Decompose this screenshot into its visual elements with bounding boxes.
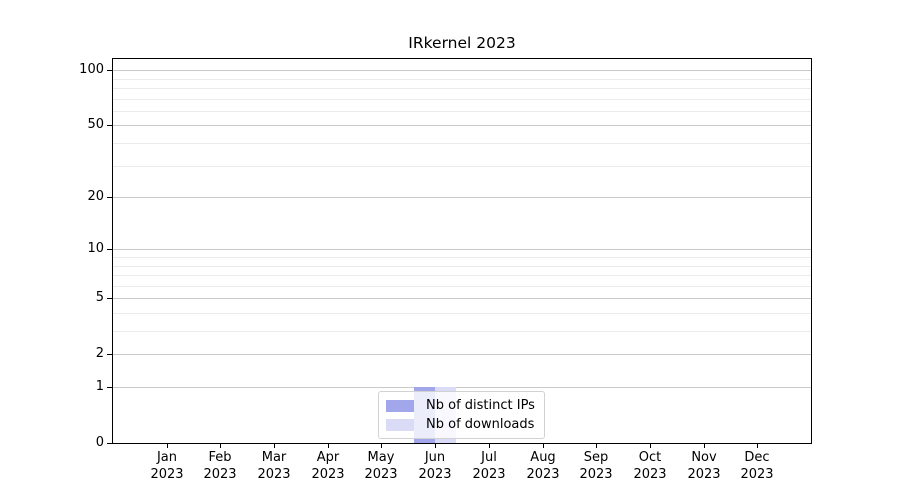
gridline-minor (113, 111, 811, 112)
x-tick-month: Oct (638, 450, 662, 465)
x-tick-month: May (367, 450, 395, 465)
x-axis-tick-mark (328, 444, 329, 448)
x-tick-month: Jun (424, 450, 446, 465)
x-tick-year: 2023 (526, 467, 560, 482)
y-axis-tick-label: 100 (79, 62, 104, 77)
legend: Nb of distinct IPs Nb of downloads (378, 391, 545, 439)
gridline-minor (113, 266, 811, 267)
x-axis-tick-mark (757, 444, 758, 448)
gridline-minor (113, 99, 811, 100)
y-axis-tick-mark (107, 443, 112, 444)
x-tick-year: 2023 (311, 467, 345, 482)
x-axis-tick-label: Mar 2023 (243, 449, 305, 483)
x-tick-month: Dec (744, 450, 770, 465)
legend-item-downloads: Nb of downloads (386, 415, 535, 434)
x-axis-tick-label: Nov 2023 (673, 449, 735, 483)
x-tick-month: Apr (316, 450, 340, 465)
x-axis-tick-label: Apr 2023 (297, 449, 359, 483)
x-axis-tick-label: Jul 2023 (458, 449, 520, 483)
y-axis-tick-label: 0 (95, 435, 104, 450)
gridline-major (113, 354, 811, 355)
x-tick-year: 2023 (579, 467, 613, 482)
x-axis-tick-label: Jun 2023 (404, 449, 466, 483)
y-axis-tick-mark (107, 70, 112, 71)
x-axis-tick-label: Oct 2023 (619, 449, 681, 483)
legend-item-distinct-ips: Nb of distinct IPs (386, 396, 535, 415)
y-axis-tick-mark (107, 197, 112, 198)
x-axis-tick-label: Jan 2023 (136, 449, 198, 483)
legend-swatch-downloads (386, 418, 414, 431)
x-tick-year: 2023 (364, 467, 398, 482)
x-tick-year: 2023 (203, 467, 237, 482)
y-axis-tick-mark (107, 387, 112, 388)
gridline-major (113, 298, 811, 299)
gridline-major (113, 387, 811, 388)
y-axis-tick-mark (107, 354, 112, 355)
y-axis-tick-mark (107, 125, 112, 126)
gridline-minor (113, 257, 811, 258)
x-axis-tick-label: May 2023 (350, 449, 412, 483)
gridline-major (113, 197, 811, 198)
x-tick-year: 2023 (740, 467, 774, 482)
x-axis-tick-mark (167, 444, 168, 448)
x-axis-tick-label: Aug 2023 (512, 449, 574, 483)
y-axis-tick-label: 1 (95, 379, 104, 394)
x-axis-tick-mark (381, 444, 382, 448)
x-axis-tick-mark (650, 444, 651, 448)
x-tick-year: 2023 (150, 467, 184, 482)
x-axis-tick-mark (220, 444, 221, 448)
legend-label-distinct-ips: Nb of distinct IPs (426, 398, 535, 413)
y-axis-tick-mark (107, 249, 112, 250)
x-tick-month: Aug (530, 450, 556, 465)
x-axis-tick-mark (274, 444, 275, 448)
y-axis-tick-label: 2 (95, 346, 104, 361)
y-axis-tick-label: 10 (87, 241, 104, 256)
gridline-minor (113, 143, 811, 144)
x-axis-tick-mark (704, 444, 705, 448)
x-axis-tick-mark (489, 444, 490, 448)
gridline-minor (113, 88, 811, 89)
x-axis-tick-mark (596, 444, 597, 448)
gridline-minor (113, 286, 811, 287)
x-tick-year: 2023 (418, 467, 452, 482)
legend-swatch-distinct-ips (386, 399, 414, 412)
x-tick-month: Jul (481, 450, 497, 465)
x-tick-month: Jan (156, 450, 178, 465)
x-tick-year: 2023 (472, 467, 506, 482)
legend-label-downloads: Nb of downloads (426, 417, 535, 432)
gridline-major (113, 70, 811, 71)
gridline-minor (113, 313, 811, 314)
x-axis-tick-mark (543, 444, 544, 448)
x-axis-tick-label: Sep 2023 (565, 449, 627, 483)
gridline-major (113, 125, 811, 126)
gridline-minor (113, 275, 811, 276)
chart-title: IRkernel 2023 (408, 34, 516, 52)
x-axis-tick-label: Dec 2023 (726, 449, 788, 483)
y-axis-tick-label: 5 (95, 290, 104, 305)
x-tick-year: 2023 (687, 467, 721, 482)
gridline-minor (113, 331, 811, 332)
bars-layer (113, 59, 811, 443)
x-tick-month: Mar (261, 450, 287, 465)
x-axis-tick-label: Feb 2023 (189, 449, 251, 483)
grid-layer (113, 59, 811, 443)
y-axis-tick-mark (107, 298, 112, 299)
plot-area (112, 58, 812, 444)
x-tick-month: Sep (583, 450, 609, 465)
gridline-minor (113, 166, 811, 167)
x-tick-year: 2023 (633, 467, 667, 482)
x-tick-month: Nov (691, 450, 717, 465)
gridline-minor (113, 79, 811, 80)
y-axis-tick-label: 50 (87, 117, 104, 132)
x-axis-tick-mark (435, 444, 436, 448)
y-axis-tick-label: 20 (87, 189, 104, 204)
x-tick-year: 2023 (257, 467, 291, 482)
x-tick-month: Feb (208, 450, 232, 465)
gridline-major (113, 249, 811, 250)
